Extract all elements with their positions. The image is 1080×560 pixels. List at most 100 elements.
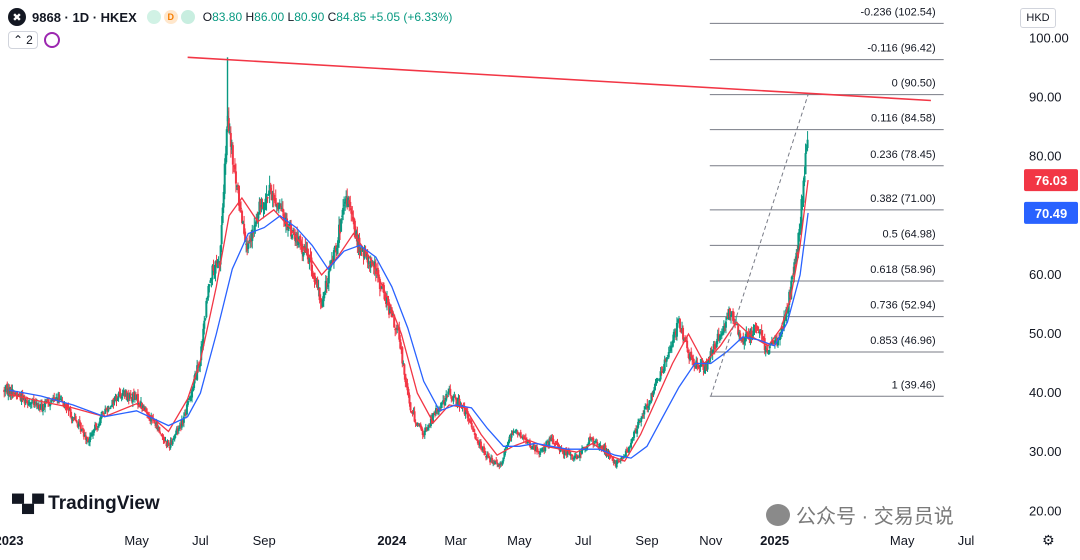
candle-body — [26, 401, 29, 405]
candle-body — [246, 243, 249, 251]
candle-body — [758, 332, 761, 334]
market-status-icon[interactable] — [146, 10, 161, 24]
candle-body — [315, 279, 318, 281]
candle-body — [798, 228, 801, 236]
candle-body — [28, 402, 31, 406]
candle-body — [8, 387, 11, 395]
candle-body — [663, 359, 666, 371]
candle-body — [523, 438, 526, 440]
candle-body — [577, 455, 580, 458]
candle-body — [792, 273, 795, 275]
candle-body — [600, 445, 603, 448]
candle-body — [398, 327, 401, 340]
candle-body — [499, 462, 502, 465]
candle-body — [604, 445, 607, 454]
candle-body — [556, 442, 559, 444]
candle-body — [89, 434, 92, 437]
candle-body — [781, 326, 784, 335]
candle-body — [411, 411, 414, 413]
candle-body — [326, 285, 329, 287]
candle-body — [706, 361, 709, 370]
candle-body — [119, 393, 122, 397]
candle-body — [795, 252, 798, 264]
candle-body — [61, 400, 64, 402]
candle-body — [592, 437, 595, 445]
settings-gear-icon[interactable]: ⚙ — [1042, 532, 1055, 548]
candle-body — [475, 439, 478, 441]
candle-body — [591, 438, 594, 440]
candle-body — [718, 335, 721, 341]
candle-body — [648, 400, 651, 406]
candle-body — [410, 411, 413, 414]
candle-body — [645, 404, 648, 407]
fib-level-label: -0.236 (102.54) — [860, 6, 935, 18]
last-price-badge — [1024, 201, 1078, 224]
candle-body — [312, 273, 315, 275]
candle-body — [316, 279, 319, 288]
indicators-toggle-button[interactable]: ⌃ 2 — [8, 31, 38, 49]
candle-body — [58, 394, 61, 401]
symbol-logo-icon[interactable]: ✖ — [8, 8, 26, 26]
candle-body — [366, 254, 369, 263]
symbol-title[interactable]: 9868 · 1D · HKEX — [32, 9, 137, 25]
candle-body — [365, 257, 368, 259]
candle-body — [391, 311, 394, 317]
delayed-data-badge[interactable]: D — [163, 10, 178, 24]
candle-body — [260, 205, 263, 208]
candle-body — [702, 364, 705, 370]
currency-button[interactable]: HKD — [1020, 8, 1056, 28]
candle-body — [133, 394, 136, 400]
candle-body — [278, 203, 281, 208]
candle-body — [764, 347, 767, 352]
candle-body — [351, 211, 354, 215]
candle-body — [463, 406, 466, 415]
candle-body — [306, 248, 309, 257]
candle-body — [774, 339, 777, 343]
candle-body — [220, 225, 223, 245]
candle-body — [384, 301, 387, 304]
candle-body — [113, 400, 116, 403]
candle-body — [258, 201, 261, 215]
candle-body — [292, 229, 295, 233]
candle-body — [607, 451, 610, 456]
candle-body — [727, 309, 730, 320]
candle-body — [731, 312, 734, 316]
candle-body — [503, 451, 506, 458]
candle-body — [618, 460, 621, 462]
candle-body — [638, 419, 641, 423]
candle-body — [513, 431, 516, 433]
refresh-icon[interactable] — [43, 32, 60, 48]
y-tick-label: 50.00 — [1029, 326, 1062, 341]
candle-body — [168, 447, 171, 449]
candle-body — [599, 445, 602, 447]
candle-body — [490, 457, 493, 462]
candle-body — [143, 407, 146, 409]
candle-body — [753, 325, 756, 329]
candle-body — [768, 346, 771, 349]
candle-body — [240, 207, 243, 209]
candle-body — [620, 456, 623, 459]
candle-body — [611, 457, 614, 461]
candle-body — [267, 193, 270, 196]
market-open-icon[interactable] — [180, 10, 195, 24]
candle-body — [667, 351, 670, 358]
candle-body — [787, 306, 790, 314]
candle-body — [367, 262, 370, 264]
candle-body — [444, 401, 447, 406]
candle-body — [426, 427, 429, 430]
candle-body — [286, 226, 289, 229]
candle-body — [91, 433, 94, 435]
candle-body — [416, 422, 419, 427]
candle-body — [401, 347, 404, 364]
candle-body — [715, 341, 718, 347]
candle-body — [388, 304, 391, 315]
candle-body — [709, 351, 712, 359]
candle-body — [123, 392, 126, 397]
candle-body — [549, 437, 552, 442]
candle-body — [30, 402, 33, 404]
candle-body — [509, 437, 512, 439]
candle-body — [247, 243, 250, 250]
candle-body — [378, 278, 381, 290]
